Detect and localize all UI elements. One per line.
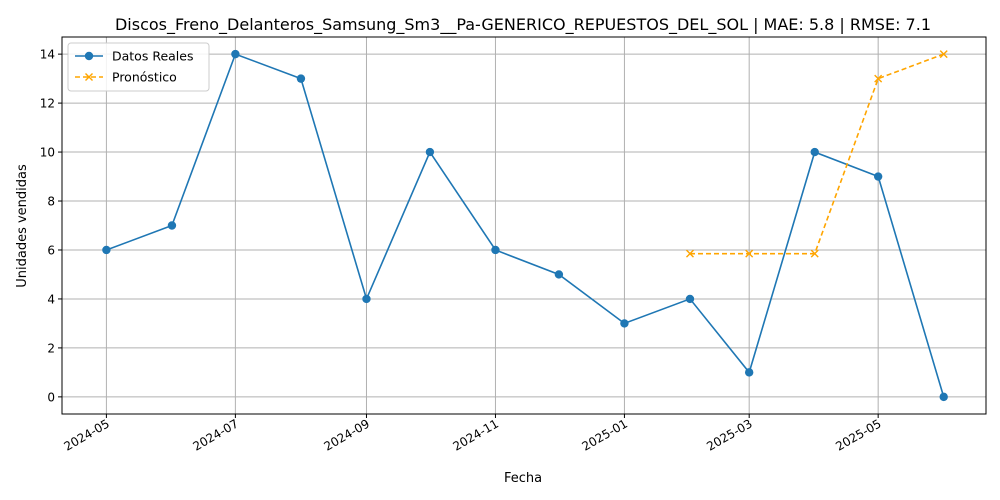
- data-point: [939, 50, 948, 59]
- y-tick-label: 2: [47, 341, 55, 355]
- legend-marker: [84, 51, 94, 61]
- data-point: [102, 245, 111, 255]
- data-point: [810, 249, 819, 258]
- marker-stroke: [874, 74, 883, 83]
- x-tick-label: 2025-03: [704, 416, 754, 453]
- data-point: [296, 74, 306, 83]
- x-tick-label: 2025-01: [580, 416, 630, 453]
- chart-title: Discos_Freno_Delanteros_Samsung_Sm3__Pa-…: [115, 15, 931, 35]
- x-tick-label: 2024-07: [190, 416, 240, 453]
- x-tick-label: 2024-11: [451, 416, 501, 453]
- y-axis-ticks: 0 2 4 6 8 10 12 14: [40, 48, 62, 404]
- x-tick-label: 2025-05: [833, 416, 883, 453]
- data-point: [685, 294, 695, 304]
- data-point: [874, 74, 883, 83]
- data-point: [873, 172, 883, 181]
- data-point: [167, 221, 177, 230]
- y-axis-label: Unidades vendidas: [15, 164, 30, 288]
- data-point: [491, 245, 500, 255]
- data-point: [685, 249, 694, 258]
- series-line-0: [106, 53, 945, 398]
- x-axis-ticks: 2024-05 2024-07 2024-09 2024-11 2025-01 2025-…: [61, 414, 884, 454]
- y-tick-label: 12: [40, 97, 55, 111]
- legend-label: Datos Reales: [112, 49, 193, 64]
- x-tick-label: 2024-09: [322, 416, 372, 453]
- data-point: [745, 249, 754, 258]
- legend-label: Pronóstico: [112, 70, 177, 85]
- marker-stroke: [745, 249, 754, 258]
- y-tick-label: 8: [47, 195, 55, 209]
- data-point: [231, 49, 240, 59]
- y-tick-label: 10: [40, 146, 55, 160]
- series-layer: [102, 49, 948, 402]
- data-point: [744, 368, 754, 377]
- data-point: [425, 147, 435, 157]
- marker-stroke: [810, 249, 819, 258]
- data-point: [362, 294, 371, 304]
- grid-lines: [62, 37, 986, 414]
- y-tick-label: 4: [47, 292, 55, 306]
- y-tick-label: 6: [47, 243, 55, 257]
- legend: Datos Reales Pronóstico: [67, 42, 210, 92]
- y-tick-label: 14: [40, 48, 55, 62]
- data-point: [939, 392, 948, 402]
- legend-marker: [85, 73, 93, 81]
- legend-box: [67, 42, 210, 92]
- data-point: [554, 270, 564, 279]
- data-point: [810, 147, 819, 157]
- x-axis-label: Fecha: [504, 471, 542, 486]
- marker-stroke: [685, 249, 694, 258]
- marker-stroke: [939, 50, 948, 59]
- x-tick-label: 2024-05: [61, 416, 111, 453]
- plot-area: [61, 36, 987, 415]
- data-point: [620, 319, 629, 328]
- y-tick-label: 0: [47, 390, 55, 404]
